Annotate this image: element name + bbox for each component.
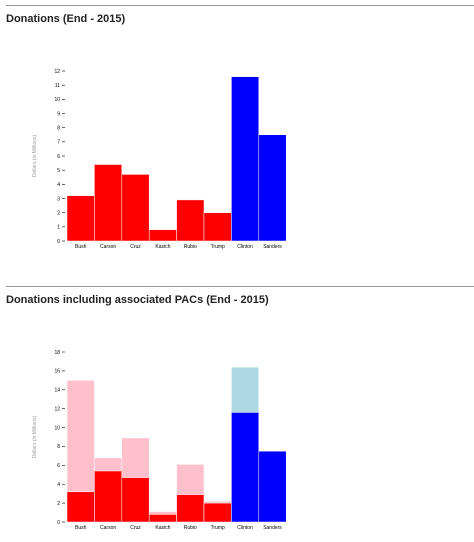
top-divider [6, 5, 474, 6]
c2-bar-rubio [176, 494, 205, 523]
c1-y-tick-label: 6 [57, 154, 60, 160]
c1-bar-sanders [258, 134, 287, 242]
c1-bar-bush [66, 195, 95, 242]
c1-bar-trump [203, 212, 232, 242]
c1-bar-carson [94, 164, 123, 242]
c1-y-tick-label: 10 [54, 97, 60, 103]
c1-y-tick-label: 11 [55, 83, 60, 89]
c2-x-label-kasich: Kasich [155, 525, 170, 531]
c2-bar-clinton [231, 412, 260, 523]
donations-pacs-chart: 0 2 4 6 8 10 12 14 16 18 Dollars (in Millions) Bush… [32, 350, 287, 531]
c1-y-tick-label: 1 [57, 225, 60, 231]
c2-x-label-clinton: Clinton [237, 525, 253, 531]
c2-y-tick-label: 8 [57, 444, 60, 450]
c1-x-label-bush: Bush [75, 244, 87, 250]
c2-y-tick-label: 2 [57, 501, 60, 507]
c1-bar-cruz [121, 174, 150, 242]
c1-y-tick-label: 0 [57, 239, 60, 245]
c2-y-tick-label: 18 [54, 350, 60, 356]
c1-x-label-kasich: Kasich [155, 244, 170, 250]
c2-bar-cruz [121, 477, 150, 523]
c2-x-label-trump: Trump [211, 525, 225, 531]
c2-bar-bush [66, 491, 95, 523]
c1-x-label-rubio: Rubio [184, 244, 197, 250]
c2-y-tick-label: 0 [57, 520, 60, 526]
c2-x-label-bush: Bush [75, 525, 87, 531]
c2-y-axis-title: Dollars (in Millions) [32, 416, 38, 459]
c1-x-label-cruz: Cruz [130, 244, 141, 250]
c1-x-label-trump: Trump [211, 244, 225, 250]
c1-y-axis-title: Dollars (in Millions) [32, 135, 38, 178]
c1-y-tick-label: 4 [57, 182, 60, 188]
middle-divider [6, 286, 474, 287]
c1-x-label-sanders: Sanders [263, 244, 282, 250]
c2-x-label-carson: Carson [100, 525, 116, 531]
c1-bar-kasich [148, 229, 177, 242]
c1-bar-clinton [231, 76, 260, 242]
c2-y-tick-label: 16 [54, 369, 60, 375]
chart-2-title: Donations including associated PACs (End… [6, 294, 269, 306]
c2-y-tick-label: 10 [54, 425, 60, 431]
c1-y-tick-label: 5 [57, 168, 60, 174]
c2-x-label-rubio: Rubio [184, 525, 197, 531]
c2-y-tick-label: 4 [57, 482, 60, 488]
c1-bar-rubio [176, 199, 205, 242]
c1-y-tick-label: 8 [57, 125, 60, 131]
c2-y-tick-label: 12 [54, 406, 60, 412]
c2-bar-sanders [258, 450, 287, 523]
c2-bar-trump [203, 502, 232, 523]
c1-y-tick-label: 12 [54, 69, 60, 75]
c2-bar-carson [94, 470, 123, 523]
c2-y-tick-label: 14 [54, 388, 60, 394]
c1-y-tick-label: 9 [57, 111, 60, 117]
c1-y-tick-label: 2 [57, 210, 60, 216]
c2-x-label-sanders: Sanders [263, 525, 282, 531]
c2-bar-kasich [148, 514, 177, 523]
c1-x-label-clinton: Clinton [237, 244, 253, 250]
chart-1-title: Donations (End - 2015) [6, 13, 126, 25]
c1-y-tick-label: 3 [57, 196, 60, 202]
c2-x-label-cruz: Cruz [130, 525, 141, 531]
c1-y-tick-label: 7 [57, 140, 60, 146]
c2-y-tick-label: 6 [57, 463, 60, 469]
c1-x-label-carson: Carson [100, 244, 116, 250]
